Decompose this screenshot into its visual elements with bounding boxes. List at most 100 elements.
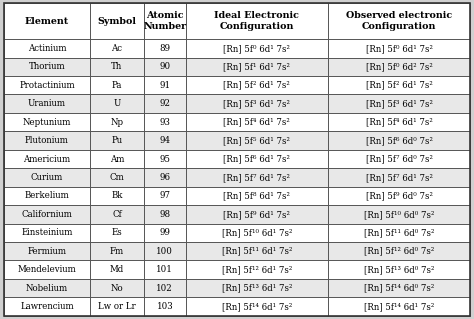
Text: 99: 99: [159, 228, 170, 237]
Bar: [4, 242, 90, 261]
Bar: [4, 94, 90, 113]
Bar: [144, 113, 186, 131]
Bar: [328, 150, 470, 168]
Bar: [90, 261, 144, 279]
Text: [Rn] 5f¹⁴ 6d⁰ 7s²: [Rn] 5f¹⁴ 6d⁰ 7s²: [364, 284, 434, 293]
Bar: [4, 261, 90, 279]
Text: Ac: Ac: [111, 44, 122, 53]
Text: [Rn] 5f⁷ 6d¹ 7s²: [Rn] 5f⁷ 6d¹ 7s²: [365, 173, 432, 182]
Bar: [328, 3, 470, 39]
Bar: [328, 58, 470, 76]
Text: Am: Am: [109, 154, 124, 164]
Text: Nobelium: Nobelium: [26, 284, 68, 293]
Bar: [328, 205, 470, 224]
Text: [Rn] 5f⁰ 6d² 7s²: [Rn] 5f⁰ 6d² 7s²: [366, 62, 432, 71]
Bar: [90, 39, 144, 58]
Bar: [4, 224, 90, 242]
Bar: [90, 113, 144, 131]
Text: [Rn] 5f⁷ 6d⁰ 7s²: [Rn] 5f⁷ 6d⁰ 7s²: [365, 154, 432, 164]
Text: 91: 91: [159, 81, 170, 90]
Text: Th: Th: [111, 62, 122, 71]
Bar: [186, 224, 328, 242]
Bar: [90, 205, 144, 224]
Bar: [144, 168, 186, 187]
Text: Thorium: Thorium: [28, 62, 65, 71]
Text: [Rn] 5f¹³ 6d¹ 7s²: [Rn] 5f¹³ 6d¹ 7s²: [222, 284, 292, 293]
Bar: [328, 58, 470, 76]
Bar: [90, 168, 144, 187]
Bar: [144, 150, 186, 168]
Bar: [186, 131, 328, 150]
Bar: [90, 224, 144, 242]
Text: [Rn] 5f⁵ 6d¹ 7s²: [Rn] 5f⁵ 6d¹ 7s²: [223, 136, 290, 145]
Bar: [328, 76, 470, 94]
Bar: [90, 224, 144, 242]
Bar: [328, 205, 470, 224]
Bar: [144, 187, 186, 205]
Bar: [4, 58, 90, 76]
Bar: [328, 242, 470, 261]
Bar: [186, 76, 328, 94]
Text: Pu: Pu: [111, 136, 122, 145]
Bar: [90, 113, 144, 131]
Bar: [90, 168, 144, 187]
Text: Berkelium: Berkelium: [25, 191, 69, 200]
Bar: [90, 150, 144, 168]
Text: 101: 101: [156, 265, 173, 274]
Text: Lawrencium: Lawrencium: [20, 302, 74, 311]
Bar: [4, 131, 90, 150]
Bar: [328, 279, 470, 297]
Bar: [144, 261, 186, 279]
Bar: [328, 224, 470, 242]
Bar: [144, 297, 186, 316]
Bar: [186, 113, 328, 131]
Bar: [328, 113, 470, 131]
Bar: [186, 224, 328, 242]
Bar: [4, 224, 90, 242]
Bar: [4, 3, 90, 39]
Bar: [4, 187, 90, 205]
Text: 97: 97: [159, 191, 170, 200]
Bar: [90, 279, 144, 297]
Bar: [328, 94, 470, 113]
Bar: [90, 3, 144, 39]
Bar: [4, 279, 90, 297]
Bar: [186, 279, 328, 297]
Text: Californium: Californium: [21, 210, 73, 219]
Bar: [144, 113, 186, 131]
Text: Es: Es: [111, 228, 122, 237]
Bar: [90, 58, 144, 76]
Bar: [144, 205, 186, 224]
Bar: [328, 261, 470, 279]
Text: [Rn] 5f¹⁰ 6d¹ 7s²: [Rn] 5f¹⁰ 6d¹ 7s²: [222, 228, 292, 237]
Bar: [328, 94, 470, 113]
Text: [Rn] 5f¹⁴ 6d¹ 7s²: [Rn] 5f¹⁴ 6d¹ 7s²: [364, 302, 434, 311]
Text: Md: Md: [110, 265, 124, 274]
Bar: [328, 131, 470, 150]
Bar: [90, 242, 144, 261]
Bar: [144, 224, 186, 242]
Text: [Rn] 5f⁶ 6d¹ 7s²: [Rn] 5f⁶ 6d¹ 7s²: [223, 154, 290, 164]
Bar: [186, 113, 328, 131]
Bar: [4, 150, 90, 168]
Bar: [186, 261, 328, 279]
Text: Ideal Electronic
Configuration: Ideal Electronic Configuration: [214, 11, 299, 31]
Bar: [144, 76, 186, 94]
Bar: [144, 205, 186, 224]
Bar: [328, 242, 470, 261]
Bar: [186, 297, 328, 316]
Bar: [90, 76, 144, 94]
Bar: [90, 58, 144, 76]
Bar: [4, 113, 90, 131]
Bar: [90, 297, 144, 316]
Bar: [90, 94, 144, 113]
Text: Symbol: Symbol: [97, 17, 137, 26]
Text: 96: 96: [159, 173, 170, 182]
Bar: [186, 150, 328, 168]
Bar: [4, 205, 90, 224]
Bar: [186, 94, 328, 113]
Bar: [4, 187, 90, 205]
Bar: [4, 279, 90, 297]
Bar: [328, 76, 470, 94]
Bar: [90, 131, 144, 150]
